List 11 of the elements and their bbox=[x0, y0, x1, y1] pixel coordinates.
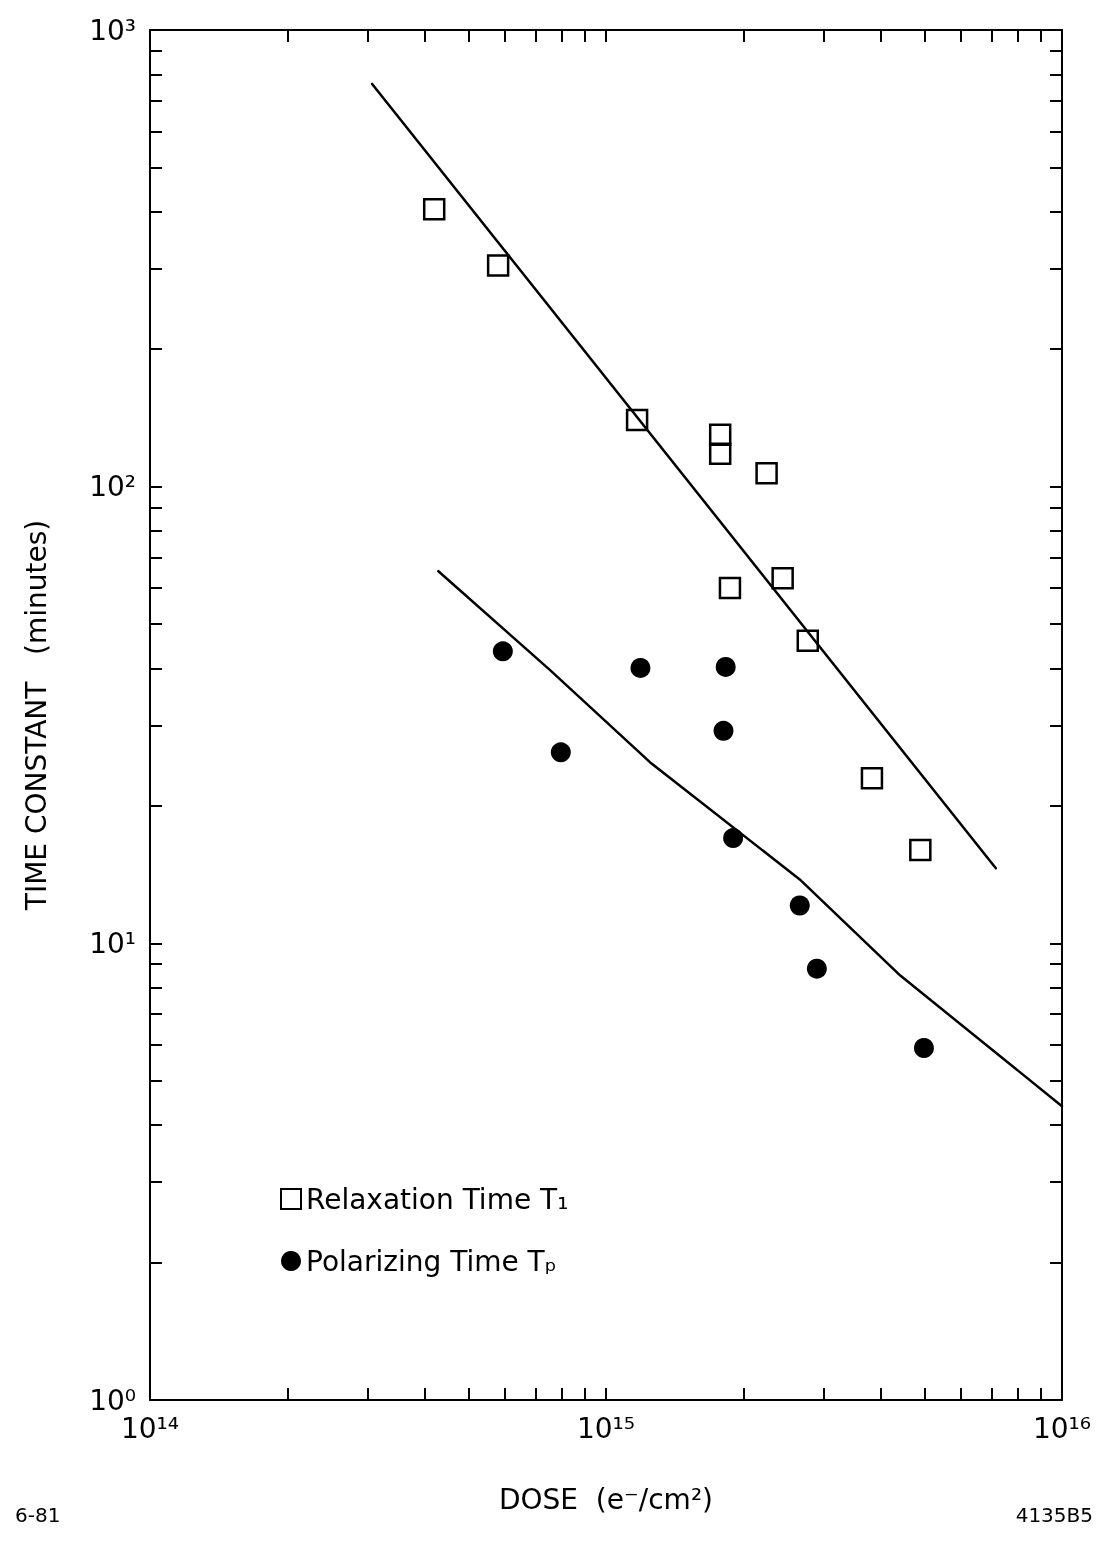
y-tick-label: 10¹ bbox=[89, 926, 136, 960]
legend-label: Relaxation Time T₁ bbox=[306, 1182, 569, 1216]
y-tick-label: 10³ bbox=[89, 13, 136, 47]
text: 4135B5 bbox=[1015, 1503, 1093, 1527]
y-axis-title: TIME CONSTANT (minutes) bbox=[19, 519, 53, 912]
x-tick-label: 10¹⁵ bbox=[576, 1411, 636, 1445]
y-tick-label: 10² bbox=[89, 470, 136, 504]
legend-label: Polarizing Time Tₚ bbox=[306, 1244, 557, 1278]
text: 6-81 bbox=[15, 1503, 61, 1527]
x-axis-title: DOSE (e⁻/cm²) bbox=[498, 1482, 714, 1516]
x-tick-label: 10¹⁶ bbox=[1032, 1411, 1092, 1445]
